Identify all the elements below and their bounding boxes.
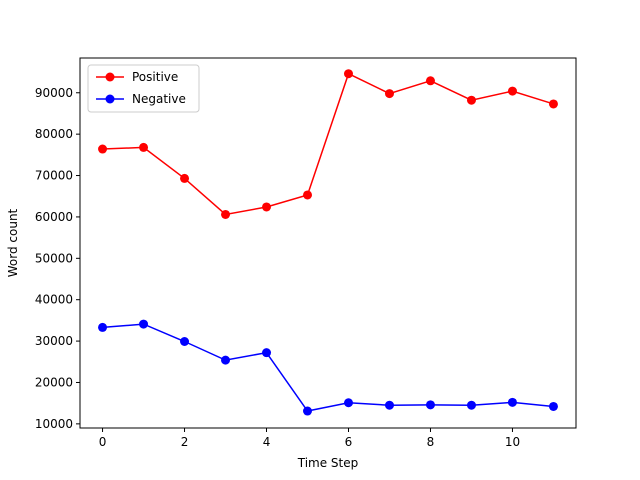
data-point <box>221 209 231 219</box>
data-point <box>466 400 476 410</box>
data-point <box>303 406 313 416</box>
y-axis-label: Word count <box>6 208 20 277</box>
data-point <box>384 89 394 99</box>
legend: Positive Negative <box>87 64 200 113</box>
y-tick-label: 60000 <box>35 210 73 224</box>
y-tick-label: 10000 <box>35 417 73 431</box>
y-tick-label: 50000 <box>35 251 73 265</box>
x-axis: 0 2 4 6 8 10 <box>99 428 520 449</box>
data-point <box>262 348 272 358</box>
y-tick-label: 70000 <box>35 169 73 183</box>
data-point <box>180 337 190 347</box>
x-tick-label: 8 <box>427 435 435 449</box>
data-point <box>384 400 394 410</box>
data-point <box>262 202 272 212</box>
series-line <box>102 72 554 216</box>
data-point <box>548 99 558 109</box>
data-point <box>98 144 108 154</box>
y-axis: 10000 20000 30000 40000 50000 60000 70000 80000… <box>35 86 80 431</box>
y-tick-label: 80000 <box>35 127 73 141</box>
y-tick-label: 30000 <box>35 334 73 348</box>
legend-marker <box>105 72 115 82</box>
data-point <box>303 190 313 200</box>
data-point <box>139 319 149 329</box>
x-tick-label: 10 <box>505 435 520 449</box>
data-point <box>548 401 558 411</box>
data-point <box>466 95 476 105</box>
data-point <box>507 397 517 407</box>
x-tick-label: 4 <box>263 435 271 449</box>
x-tick-label: 0 <box>99 435 107 449</box>
series-negative <box>98 319 558 416</box>
data-point <box>425 400 435 410</box>
data-point <box>343 398 353 408</box>
y-tick-label: 90000 <box>35 86 73 100</box>
legend-marker <box>105 94 115 104</box>
legend-entry: Positive <box>96 70 178 84</box>
series-line <box>102 323 554 412</box>
data-point <box>98 322 108 332</box>
y-tick-label: 40000 <box>35 293 73 307</box>
data-point <box>139 142 149 152</box>
plot-frame <box>79 57 577 429</box>
legend-entry: Negative <box>96 92 186 106</box>
x-tick-label: 2 <box>181 435 189 449</box>
x-tick-label: 6 <box>345 435 353 449</box>
data-point <box>180 173 190 183</box>
data-point <box>425 76 435 86</box>
data-point <box>507 86 517 96</box>
legend-label: Negative <box>132 92 186 106</box>
series-positive <box>98 69 558 219</box>
y-tick-label: 20000 <box>35 375 73 389</box>
data-point <box>343 69 353 79</box>
x-axis-label: Time Step <box>297 456 359 470</box>
legend-label: Positive <box>132 70 178 84</box>
data-point <box>221 355 231 365</box>
series-layer <box>98 69 558 416</box>
